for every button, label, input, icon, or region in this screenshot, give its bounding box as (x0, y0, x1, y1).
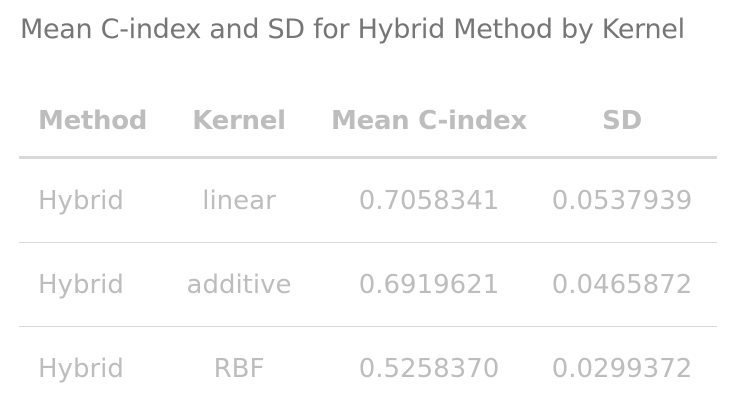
cell-kernel: RBF (147, 327, 331, 410)
table-row: Hybrid RBF 0.5258370 0.0299372 (19, 327, 717, 410)
cell-kernel: linear (147, 158, 331, 243)
table-header-row: Method Kernel Mean C-index SD (19, 86, 717, 158)
cell-method: Hybrid (19, 327, 147, 410)
cell-sd: 0.0537939 (527, 158, 717, 243)
table-caption: Mean C-index and SD for Hybrid Method by… (20, 14, 685, 45)
results-table: Method Kernel Mean C-index SD Hybrid lin… (19, 86, 717, 410)
column-header-sd: SD (527, 86, 717, 158)
cell-kernel: additive (147, 243, 331, 327)
column-header-kernel: Kernel (147, 86, 331, 158)
cell-mean-c-index: 0.6919621 (331, 243, 527, 327)
column-header-method: Method (19, 86, 147, 158)
cell-mean-c-index: 0.7058341 (331, 158, 527, 243)
cell-sd: 0.0299372 (527, 327, 717, 410)
table-row: Hybrid linear 0.7058341 0.0537939 (19, 158, 717, 243)
cell-method: Hybrid (19, 243, 147, 327)
cell-sd: 0.0465872 (527, 243, 717, 327)
column-header-mean-c-index: Mean C-index (331, 86, 527, 158)
cell-method: Hybrid (19, 158, 147, 243)
table-row: Hybrid additive 0.6919621 0.0465872 (19, 243, 717, 327)
cell-mean-c-index: 0.5258370 (331, 327, 527, 410)
